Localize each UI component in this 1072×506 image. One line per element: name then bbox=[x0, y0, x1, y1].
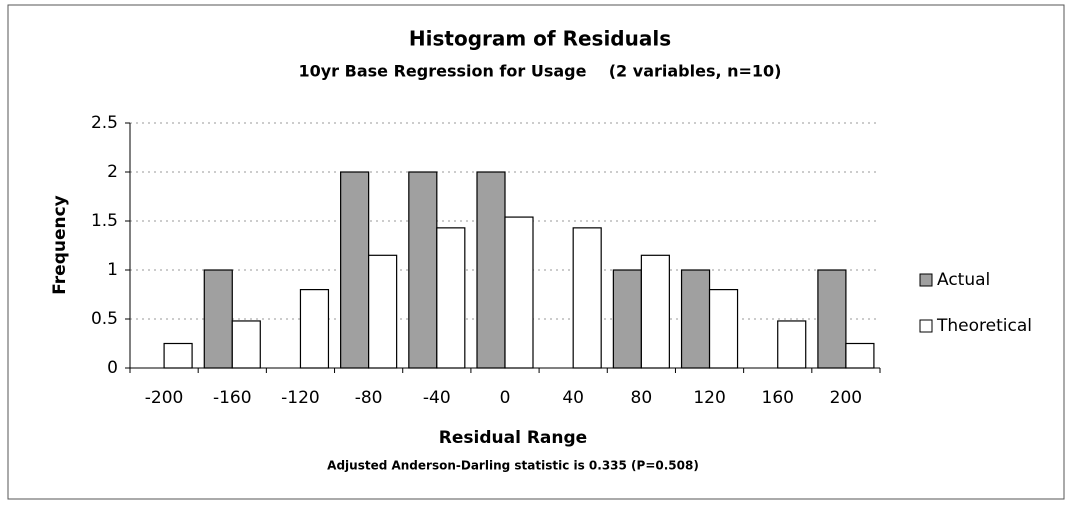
bar bbox=[476, 171, 506, 369]
bar bbox=[299, 289, 330, 369]
x-tick-label: 200 bbox=[830, 388, 862, 408]
bar bbox=[504, 216, 534, 369]
legend-label: Actual bbox=[937, 270, 990, 290]
y-tick-label: 1.5 bbox=[91, 211, 118, 231]
x-tick-label: 160 bbox=[762, 388, 794, 408]
bar bbox=[231, 320, 261, 369]
legend-swatch bbox=[919, 319, 933, 333]
bar bbox=[368, 254, 398, 369]
bar bbox=[640, 254, 670, 369]
chart-subtitle: 10yr Base Regression for Usage (2 variab… bbox=[298, 62, 781, 81]
x-tick-label: 0 bbox=[500, 388, 511, 408]
legend-swatch bbox=[919, 273, 933, 287]
annotation: Adjusted Anderson-Darling statistic is 0… bbox=[327, 459, 699, 473]
bar bbox=[777, 320, 807, 369]
y-tick-label: 2.5 bbox=[91, 113, 118, 133]
bar bbox=[340, 171, 370, 369]
bar bbox=[572, 227, 602, 369]
y-tick-label: 0 bbox=[107, 358, 118, 378]
x-tick-label: 40 bbox=[562, 388, 584, 408]
bar bbox=[708, 289, 739, 369]
y-axis-label: Frequency bbox=[50, 195, 70, 295]
y-tick-label: 0.5 bbox=[91, 309, 118, 329]
bar bbox=[163, 342, 193, 369]
bar bbox=[612, 269, 642, 369]
chart-title: Histogram of Residuals bbox=[409, 27, 671, 51]
x-tick-label: -40 bbox=[423, 388, 451, 408]
x-tick-label: -120 bbox=[281, 388, 320, 408]
y-tick-label: 1 bbox=[107, 260, 118, 280]
bar bbox=[408, 171, 438, 369]
x-tick-label: 120 bbox=[693, 388, 725, 408]
x-tick-label: -80 bbox=[355, 388, 383, 408]
bar bbox=[680, 269, 711, 369]
x-tick-label: 80 bbox=[631, 388, 653, 408]
bar bbox=[845, 342, 875, 369]
chart-border bbox=[7, 4, 1065, 500]
x-axis-label: Residual Range bbox=[439, 428, 587, 448]
bar bbox=[436, 227, 466, 369]
x-tick-label: -200 bbox=[145, 388, 184, 408]
legend-label: Theoretical bbox=[936, 316, 1032, 336]
bar bbox=[817, 269, 847, 369]
x-tick-label: -160 bbox=[213, 388, 252, 408]
y-tick-label: 2 bbox=[107, 162, 118, 182]
bar bbox=[203, 269, 233, 369]
